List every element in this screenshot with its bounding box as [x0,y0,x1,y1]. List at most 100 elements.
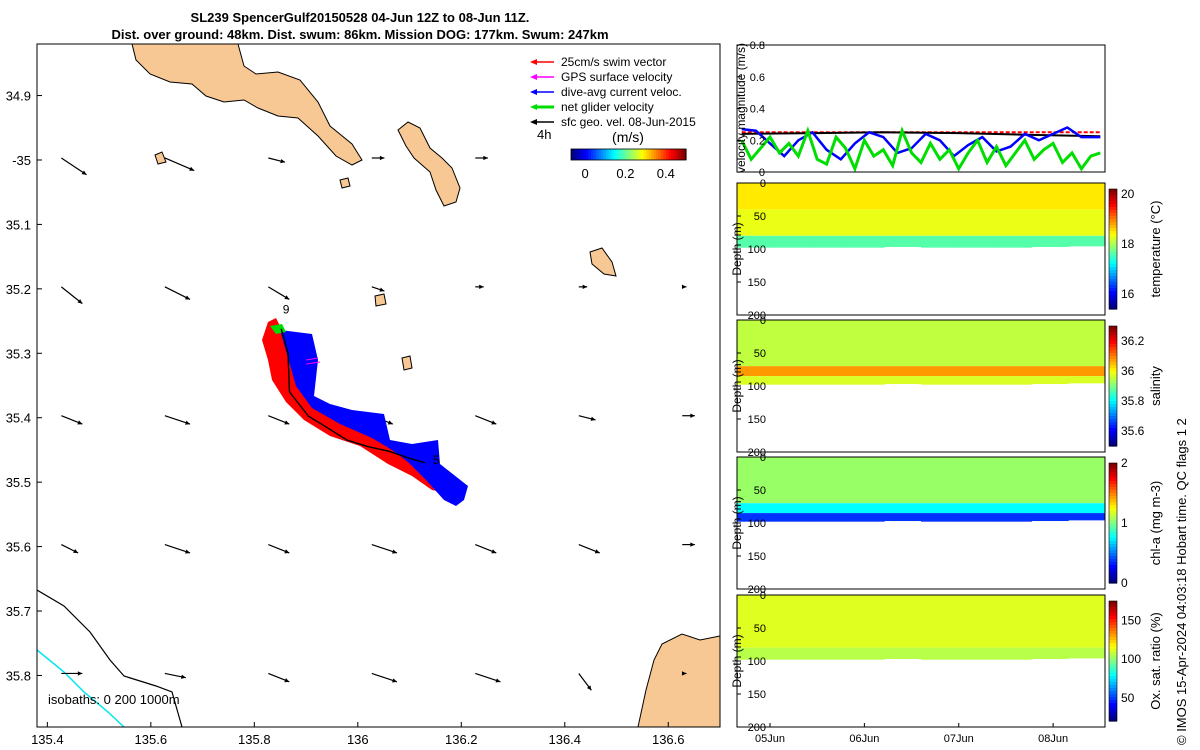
section-cell [810,320,848,367]
section-cell [957,595,996,648]
section-cell [921,457,959,504]
section-cell [1068,503,1106,514]
section-ytick-label: 100 [748,381,766,393]
colorbar-cell [1109,616,1117,620]
geo-arrow-head [77,299,83,304]
colorbar-cell [1109,493,1117,497]
geo-arrow [164,286,191,300]
section-cell [921,503,959,514]
colorbar-cell [1109,514,1117,518]
colorbar-cell [1109,715,1117,719]
section-colorbar-tick: 0 [1121,576,1128,590]
colorbar-cell [1109,246,1117,250]
colorbar-cell [1109,625,1117,629]
section-cell [884,595,922,648]
colorbar-cell [1109,294,1117,298]
colorbar-cell [1109,478,1117,482]
section-cell [994,457,1032,504]
colorbar-cell [1109,496,1117,500]
colorbar-cell [1109,425,1117,429]
section-ytick-label: 200 [748,584,766,596]
section-cell [921,513,959,522]
section-cell [884,503,922,514]
colorbar-cell [1109,682,1117,686]
oxygen-panel: 0 50 100 150 200 Depth (m) 50 100 150 Ox. sat. ra… [730,590,1163,745]
section-cell [994,183,1032,210]
colorbar-cell [673,149,677,160]
colorbar-cell [1109,398,1117,402]
map-xtick-label: 135.4 [31,732,64,747]
colorbar-cell [1109,649,1117,653]
colorbar-cell [1109,371,1117,375]
section-cell [773,457,812,504]
section-cell [1068,376,1106,384]
geo-arrow [164,157,195,172]
colorbar-cell [653,149,657,160]
colorbar-cell [1109,484,1117,488]
geo-arrow-head [77,420,83,425]
geo-arrow-head [77,671,83,676]
geo-arrow-head [491,549,497,554]
colorbar-cell [1109,631,1117,635]
map-ytick-label: 35.7 [6,604,31,619]
section-colorbar-frame [1108,600,1118,722]
colorbar-cell [1109,326,1117,330]
geo-arrow-head [690,542,695,547]
section-cell [810,209,848,236]
day-label: 5 [433,453,440,467]
section-colorbar-label: Ox. sat. ratio (%) [1148,612,1163,710]
colorbar-cell [1109,508,1117,512]
colorbar-cell [1109,580,1117,584]
colorbar-cell [1109,490,1117,494]
section-cell [957,647,996,660]
colorbar-cell [1109,377,1117,381]
section-cell [847,209,885,236]
section-cell [884,183,922,210]
colorbar-cell [1109,679,1117,683]
day-label: 9 [283,302,290,316]
section-cell [847,457,885,504]
colorbar-cell [646,149,650,160]
section-cell [847,503,885,514]
section-cell [737,235,775,248]
colorbar-cell [1109,538,1117,542]
section-cell [810,503,848,514]
section-cell [810,457,848,504]
colorbar-cell [626,149,630,160]
colorbar-cell [1109,279,1117,283]
legend-label: sfc geo. vel. 08-Jun-2015 [561,115,696,129]
land-island-small3 [374,293,387,307]
colorbar-cell [1109,386,1117,390]
colorbar-cell [1109,634,1117,638]
colorbar-cell [636,149,640,160]
colorbar-cell [1109,353,1117,357]
section-cell [1068,183,1106,210]
colorbar-cell [1109,300,1117,304]
colorbar-cell [1109,216,1117,220]
colorbar-cell [1109,198,1117,202]
colorbar-cell [1109,466,1117,470]
section-cell [810,366,848,377]
section-ylabel: Depth (m) [730,222,744,275]
section-colorbar-tick: 35.6 [1121,424,1145,438]
section-cell [737,183,775,210]
colorbar-cell [1109,673,1117,677]
colorbar-cell [1109,499,1117,503]
colorbar-cell [1109,562,1117,566]
geo-arrow-head [681,671,687,676]
geo-arrow-head [582,284,588,290]
isobath-1000m [37,649,125,727]
section-ytick-label: 0 [760,590,766,602]
colorbar-cell [1109,201,1117,205]
section-cell [737,209,775,236]
colorbar-cell [1109,383,1117,387]
colorbar-cell [591,149,595,160]
geo-arrow-head [479,284,484,290]
section-cell [773,647,812,660]
colorbar-cell [1109,237,1117,241]
colorbar-cell [1109,210,1117,214]
colorbar-cell [1109,475,1117,479]
colorbar-cell [1109,697,1117,701]
